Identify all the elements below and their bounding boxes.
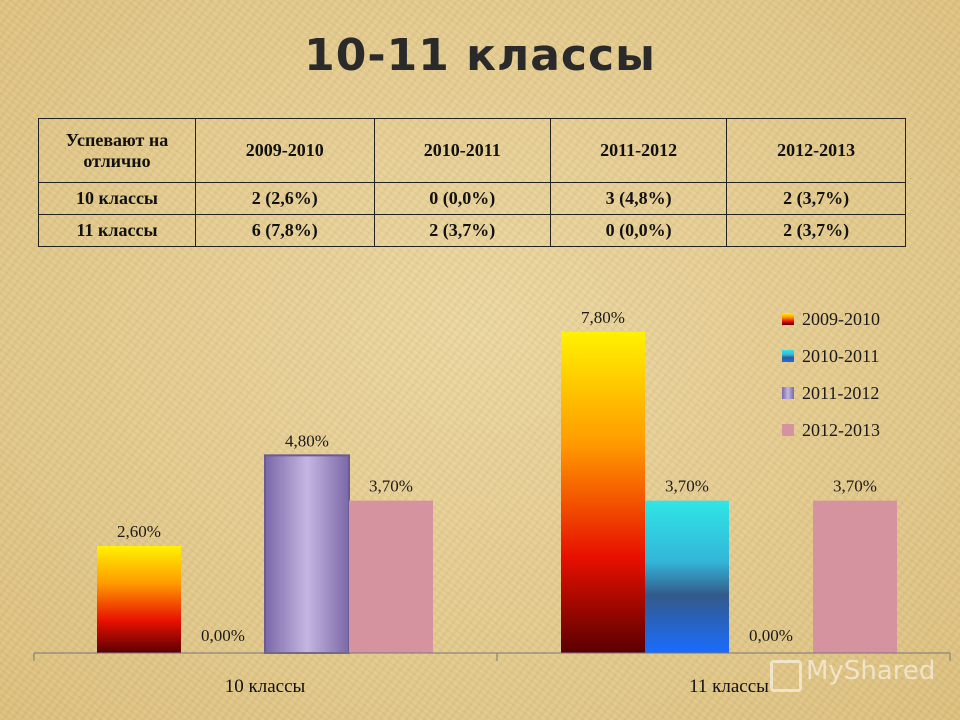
watermark-logo-icon	[770, 660, 802, 692]
x-tick-label: 10 классы	[225, 676, 306, 697]
results-table: Успевают на отлично 2009-2010 2010-2011 …	[38, 118, 906, 247]
bar	[264, 454, 350, 654]
bar	[561, 331, 645, 653]
x-tick-label: 11 классы	[689, 676, 769, 697]
data-label: 2,60%	[117, 522, 161, 541]
bar	[645, 500, 729, 653]
table-cell: 2 (3,7%)	[373, 214, 551, 247]
legend-label: 2010-2011	[802, 346, 879, 366]
table-cell: 3 (4,8%)	[549, 182, 728, 215]
table-row: 11 классы 6 (7,8%) 2 (3,7%) 0 (0,0%) 2 (…	[38, 214, 906, 247]
table-header-cell: 2011-2012	[549, 118, 728, 183]
legend-label: 2009-2010	[802, 309, 880, 329]
table-cell: 2 (2,6%)	[195, 182, 375, 215]
data-label: 0,00%	[749, 626, 793, 645]
legend-label: 2011-2012	[802, 383, 879, 403]
table-header-row: Успевают на отлично 2009-2010 2010-2011 …	[38, 118, 906, 183]
table-row: 10 классы 2 (2,6%) 0 (0,0%) 3 (4,8%) 2 (…	[38, 182, 906, 215]
data-label: 7,80%	[581, 308, 625, 327]
bar	[349, 500, 433, 653]
legend-swatch	[782, 424, 794, 436]
legend-swatch	[782, 387, 794, 399]
page-title: 10-11 классы	[304, 30, 656, 81]
legend-label: 2012-2013	[802, 420, 880, 440]
bar	[97, 545, 181, 653]
table-header-cell: 2012-2013	[726, 118, 906, 183]
legend-swatch	[782, 350, 794, 362]
data-label: 3,70%	[833, 477, 877, 496]
legend-swatch	[782, 313, 794, 325]
data-label: 3,70%	[665, 477, 709, 496]
table-cell: 10 классы	[38, 182, 196, 215]
bar	[813, 500, 897, 653]
data-label: 4,80%	[285, 431, 329, 450]
watermark-text: MyShared	[806, 656, 936, 686]
table-cell: 0 (0,0%)	[549, 214, 728, 247]
table-cell: 2 (3,7%)	[726, 214, 906, 247]
table-header-cell: Успевают на отлично	[38, 118, 196, 183]
data-label: 3,70%	[369, 477, 413, 496]
table-cell: 11 классы	[38, 214, 196, 247]
watermark: MyShared	[770, 654, 940, 698]
data-label: 0,00%	[201, 626, 245, 645]
table-cell: 6 (7,8%)	[195, 214, 375, 247]
